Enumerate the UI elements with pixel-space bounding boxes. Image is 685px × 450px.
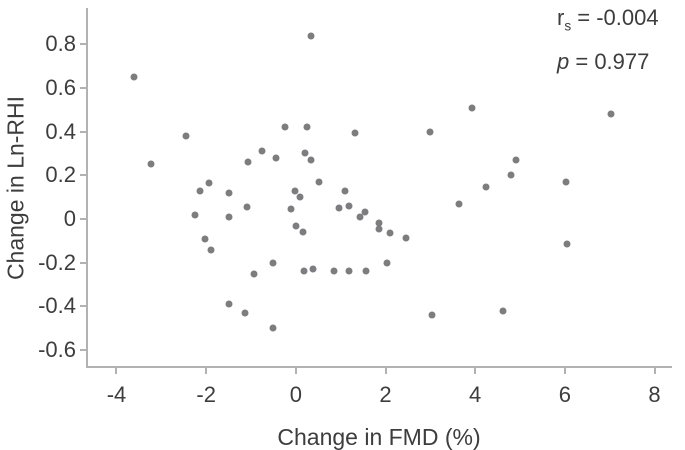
x-axis-tick-label: 6 (558, 382, 571, 407)
data-point (335, 204, 343, 212)
data-point (307, 156, 315, 164)
data-point (201, 235, 209, 243)
x-axis-tick (384, 368, 387, 374)
data-point (562, 178, 570, 186)
y-axis-tick (80, 130, 86, 133)
data-point (563, 240, 571, 248)
y-axis-tick (80, 261, 86, 264)
data-point (383, 259, 391, 267)
data-point (507, 171, 515, 179)
data-point (291, 187, 299, 195)
y-axis-tick-label: -0.4 (38, 293, 76, 319)
x-axis-tick-label: 4 (469, 382, 482, 407)
data-point (499, 307, 507, 315)
data-point (147, 160, 155, 168)
x-axis-tick-label: -4 (106, 382, 127, 407)
data-point (315, 178, 323, 186)
data-point (243, 203, 250, 211)
correlation-annotation: rs = -0.004 p = 0.977 (557, 0, 659, 80)
data-point (345, 267, 353, 275)
data-point (196, 187, 204, 195)
plot-area (86, 8, 672, 368)
data-point (225, 189, 233, 197)
data-point (386, 229, 394, 237)
y-axis-tick (80, 218, 86, 221)
x-axis-tick (294, 368, 297, 374)
y-axis-tick (80, 305, 86, 308)
y-axis-tick-label: 0.8 (45, 31, 76, 57)
data-point (307, 32, 315, 40)
data-point (301, 149, 309, 157)
data-point (281, 123, 289, 131)
data-point (345, 202, 353, 210)
data-point (455, 200, 463, 208)
data-point (287, 205, 295, 213)
x-axis-tick-label: -2 (196, 382, 216, 407)
data-point (512, 156, 520, 164)
x-axis-tick-label: 2 (379, 382, 392, 407)
y-axis-tick-label: -0.6 (38, 337, 76, 363)
x-axis-tick (563, 368, 566, 374)
data-point (330, 267, 338, 275)
data-point (292, 222, 300, 230)
data-point (468, 104, 476, 112)
data-point (428, 311, 436, 319)
data-point (402, 234, 410, 242)
data-point (303, 123, 311, 131)
y-axis-tick-label: 0.4 (45, 118, 76, 144)
data-point (299, 228, 307, 236)
data-point (244, 158, 252, 166)
y-axis-tick (80, 349, 86, 352)
data-point (182, 132, 190, 140)
x-axis-tick-label: 8 (648, 382, 661, 407)
y-axis-tick-label: -0.2 (38, 249, 76, 275)
data-point (361, 208, 369, 216)
data-point (375, 219, 383, 227)
data-point (272, 154, 280, 162)
x-axis-title: Change in FMD (%) (277, 424, 481, 450)
data-point (258, 147, 266, 155)
data-point (482, 183, 490, 191)
x-axis-tick (653, 368, 656, 374)
data-point (607, 110, 615, 118)
p-value: p = 0.977 (557, 49, 650, 75)
y-axis-tick (80, 43, 86, 46)
x-axis-tick (115, 368, 118, 374)
data-point (241, 309, 249, 317)
y-axis-tick (80, 86, 86, 89)
data-point (296, 193, 304, 201)
data-point (269, 324, 277, 332)
data-point (300, 267, 308, 275)
spearman-r-value: rs = -0.004 (557, 5, 659, 34)
x-axis-tick-label: 0 (289, 382, 302, 407)
y-axis-tick (80, 174, 86, 177)
y-axis-tick-label: 0 (63, 206, 76, 232)
y-axis-tick-label: 0.2 (45, 162, 76, 188)
data-point (207, 246, 215, 254)
data-point (250, 270, 258, 278)
data-point (205, 179, 213, 187)
data-point (130, 73, 138, 81)
data-point (309, 265, 317, 273)
data-point (356, 213, 364, 221)
data-point (375, 225, 383, 233)
data-point (225, 300, 233, 308)
data-point (362, 267, 370, 275)
data-point (225, 213, 233, 221)
y-axis-tick-label: 0.6 (45, 74, 76, 100)
x-axis-tick (474, 368, 477, 374)
data-point (426, 128, 434, 136)
data-point (191, 211, 199, 219)
x-axis-tick (205, 368, 208, 374)
data-point (269, 259, 277, 267)
data-point (351, 129, 359, 137)
data-point (341, 187, 349, 195)
